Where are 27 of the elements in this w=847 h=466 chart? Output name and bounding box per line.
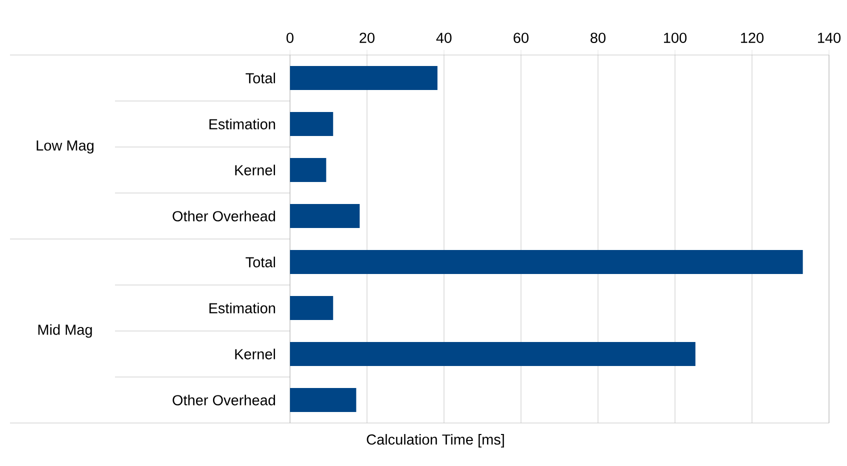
y-tick-label: Other Overhead xyxy=(172,394,276,406)
bar xyxy=(290,388,356,412)
x-tick-label: 0 xyxy=(286,32,294,43)
bar xyxy=(290,66,438,90)
y-tick-label: Kernel xyxy=(235,348,275,360)
x-tick-label: 140 xyxy=(818,32,841,43)
y-tick-label: Estimation xyxy=(209,118,276,130)
x-tick-label: 100 xyxy=(664,32,687,43)
bar xyxy=(290,204,360,228)
bar xyxy=(290,250,803,274)
x-tick-label: 120 xyxy=(741,32,764,43)
text: Mid Mag xyxy=(38,324,92,338)
y-tick-label: Estimation xyxy=(209,302,276,314)
text: Low Mag xyxy=(36,140,94,154)
y-tick-label: Total xyxy=(246,256,276,268)
bar xyxy=(290,158,326,182)
x-tick-label: 40 xyxy=(436,32,452,43)
bar xyxy=(290,112,334,136)
bar xyxy=(290,296,334,320)
bar xyxy=(290,342,696,366)
x-axis-title: Calculation Time [ms] xyxy=(366,434,504,448)
x-tick-label: 60 xyxy=(514,32,528,43)
x-tick-label: 20 xyxy=(360,32,374,43)
x-tick-label: 80 xyxy=(590,32,606,43)
y-tick-label: Total xyxy=(246,72,276,84)
y-tick-label: Kernel xyxy=(235,164,275,176)
y-tick-label: Other Overhead xyxy=(172,210,276,222)
